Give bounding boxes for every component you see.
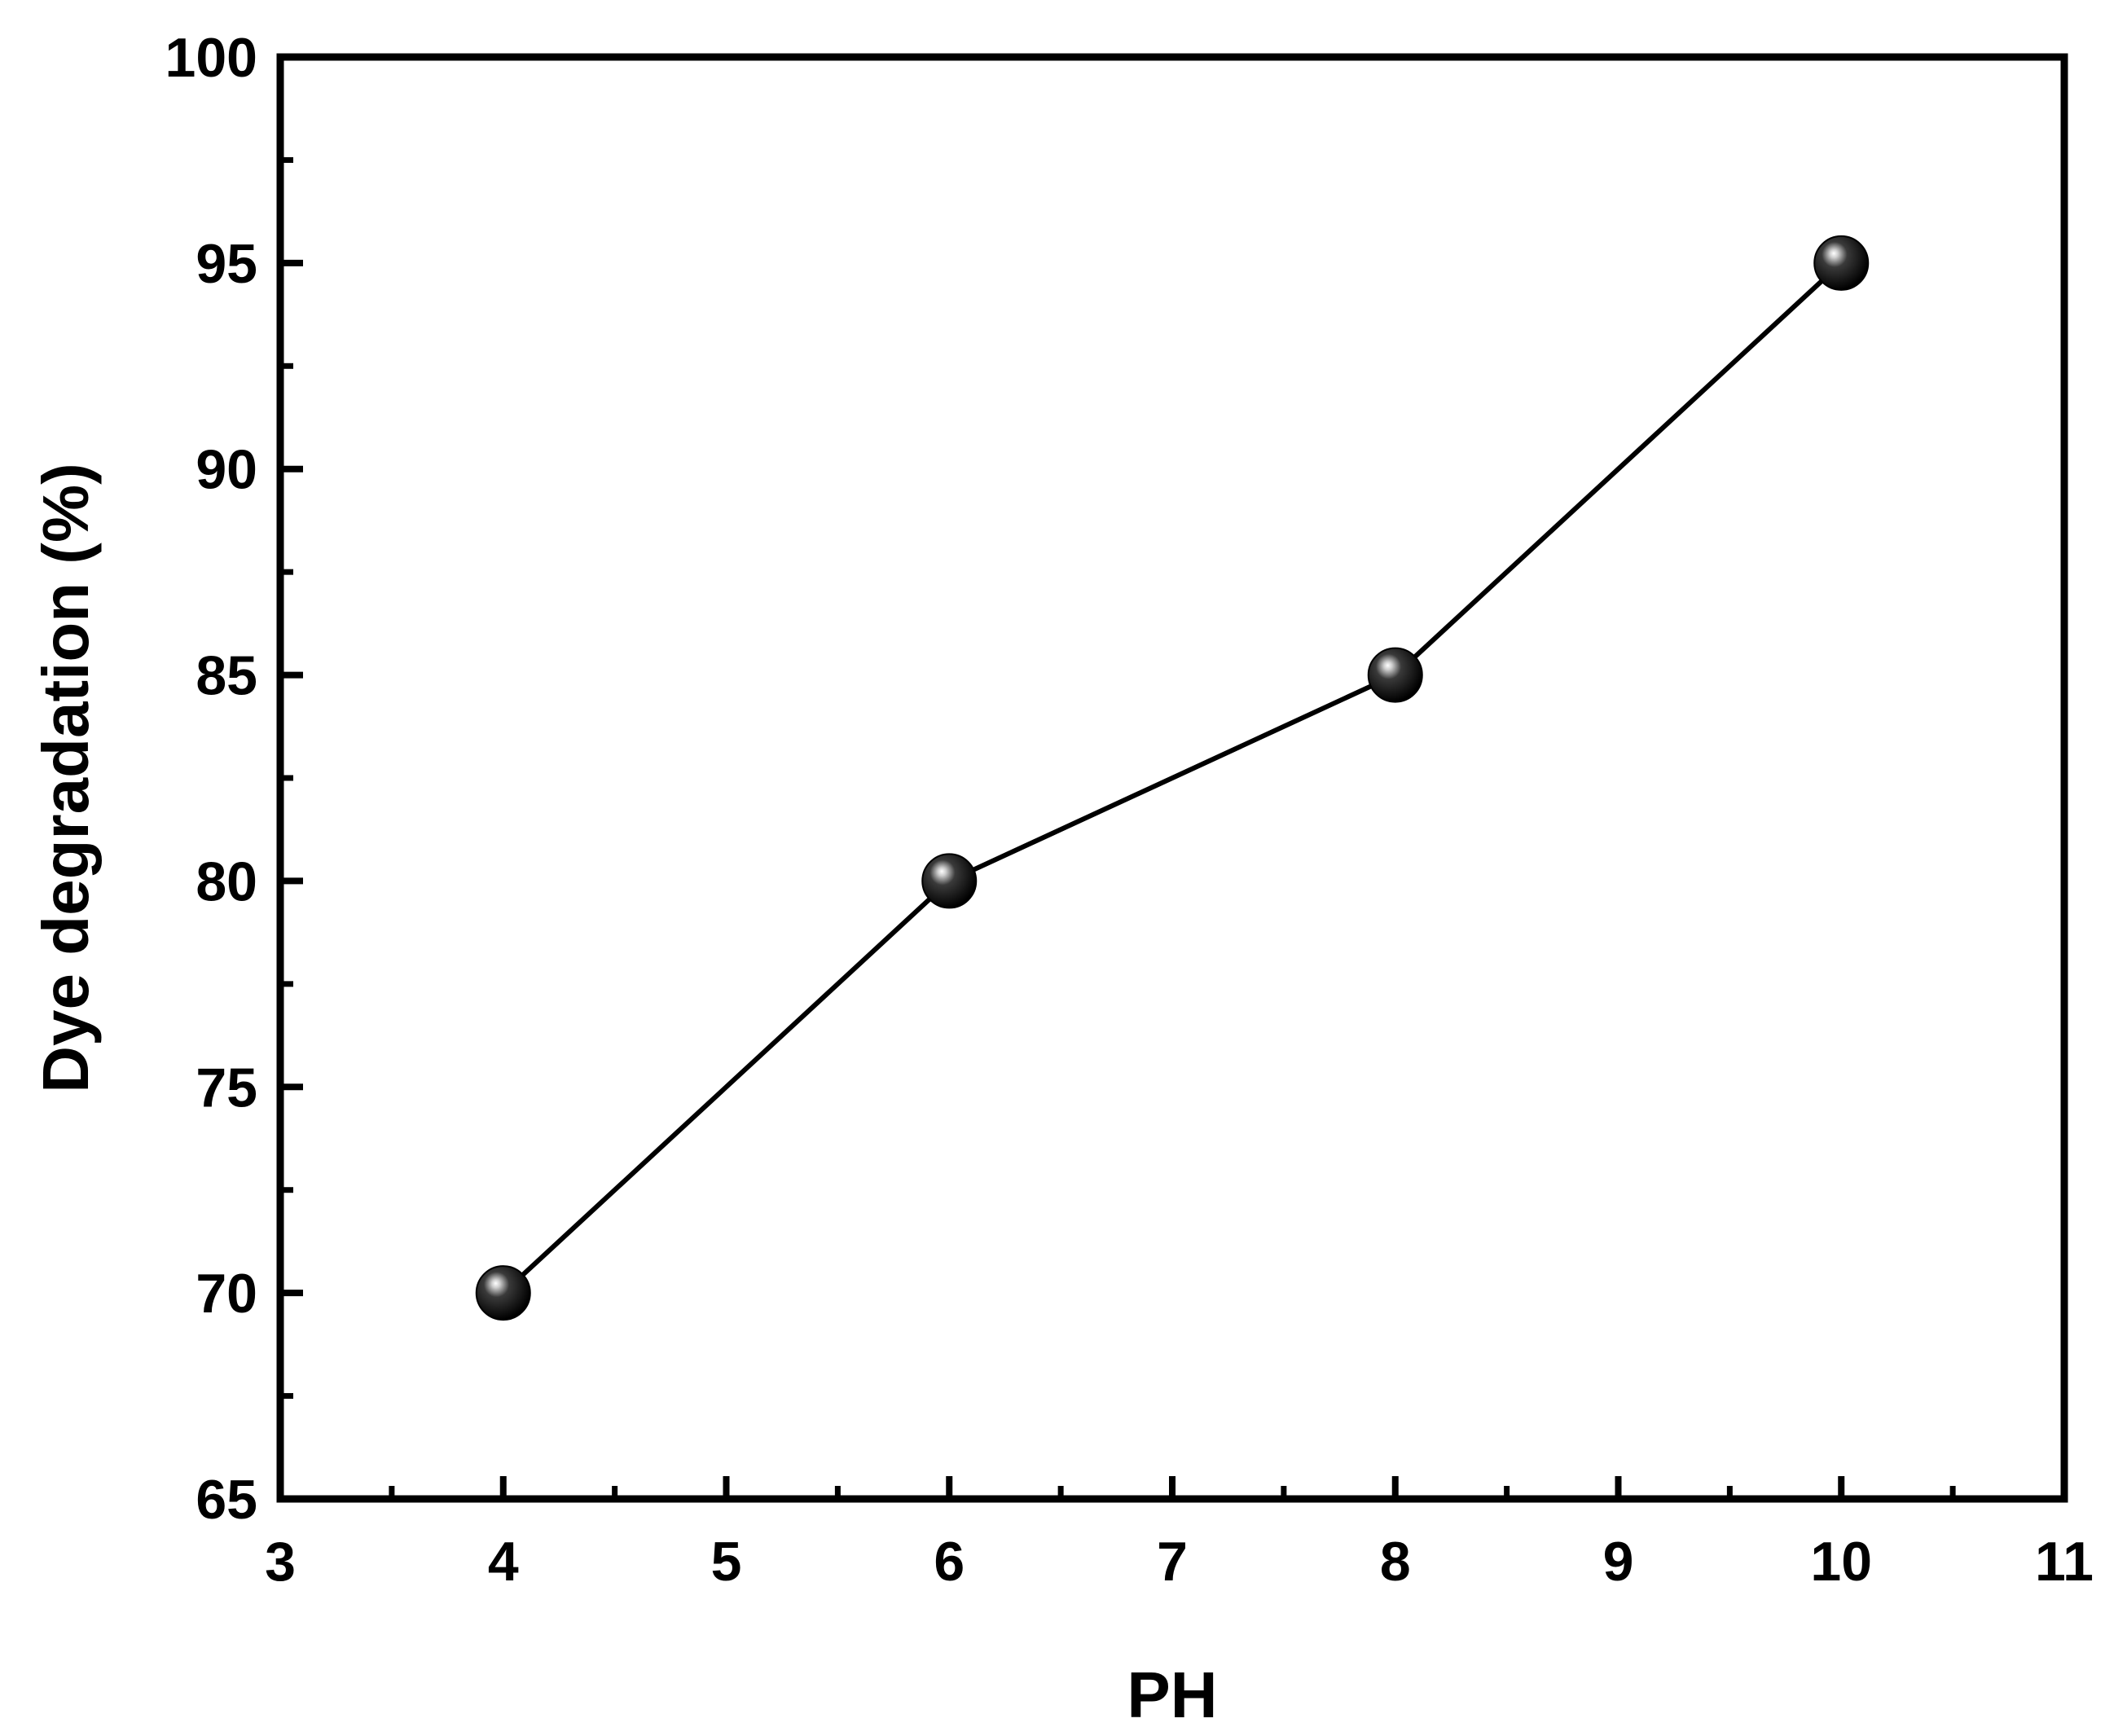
x-tick-label: 8 bbox=[1380, 1531, 1411, 1593]
y-tick-label: 90 bbox=[196, 439, 257, 501]
x-tick-label: 7 bbox=[1157, 1531, 1188, 1593]
series-line bbox=[501, 261, 1844, 1295]
series-layer bbox=[475, 235, 1870, 1321]
x-tick-label: 5 bbox=[711, 1531, 742, 1593]
y-axis-title: Dye degradation (%) bbox=[29, 463, 102, 1092]
x-tick-label: 3 bbox=[265, 1531, 296, 1593]
y-tick-label: 70 bbox=[196, 1263, 257, 1325]
y-tick-label: 65 bbox=[196, 1469, 257, 1531]
y-tick-label: 80 bbox=[196, 850, 257, 912]
data-point bbox=[1367, 647, 1423, 703]
x-tick-label: 4 bbox=[488, 1531, 519, 1593]
x-tick-label: 11 bbox=[2035, 1531, 2094, 1593]
y-tick-label: 100 bbox=[165, 27, 257, 89]
y-tick-label: 85 bbox=[196, 645, 257, 707]
x-tick-label: 6 bbox=[934, 1531, 965, 1593]
y-tick-label: 95 bbox=[196, 233, 257, 295]
x-axis-title: PH bbox=[1127, 1659, 1217, 1731]
y-tick-label: 75 bbox=[196, 1057, 257, 1119]
x-tick-label: 10 bbox=[1810, 1531, 1872, 1593]
data-point bbox=[475, 1265, 531, 1321]
data-point bbox=[921, 853, 978, 909]
x-tick-label: 9 bbox=[1603, 1531, 1634, 1593]
data-point bbox=[1813, 235, 1870, 291]
plot-frame bbox=[276, 53, 2068, 1503]
labels-layer: 3 4 5 6 7 8 9 10 11 65 70 75 80 85 90 95 100 bbox=[165, 27, 2094, 1593]
